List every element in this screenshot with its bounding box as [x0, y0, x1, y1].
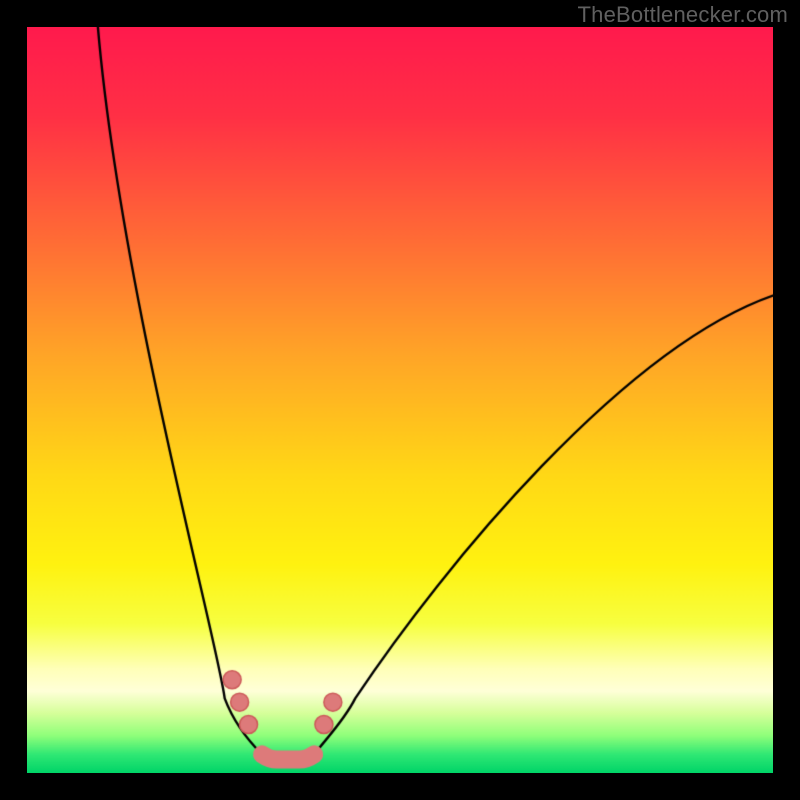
- chart-frame: TheBottlenecker.com: [0, 0, 800, 800]
- watermark-text: TheBottlenecker.com: [578, 2, 788, 28]
- bottleneck-curve: [27, 27, 773, 773]
- plot-area: [27, 27, 773, 773]
